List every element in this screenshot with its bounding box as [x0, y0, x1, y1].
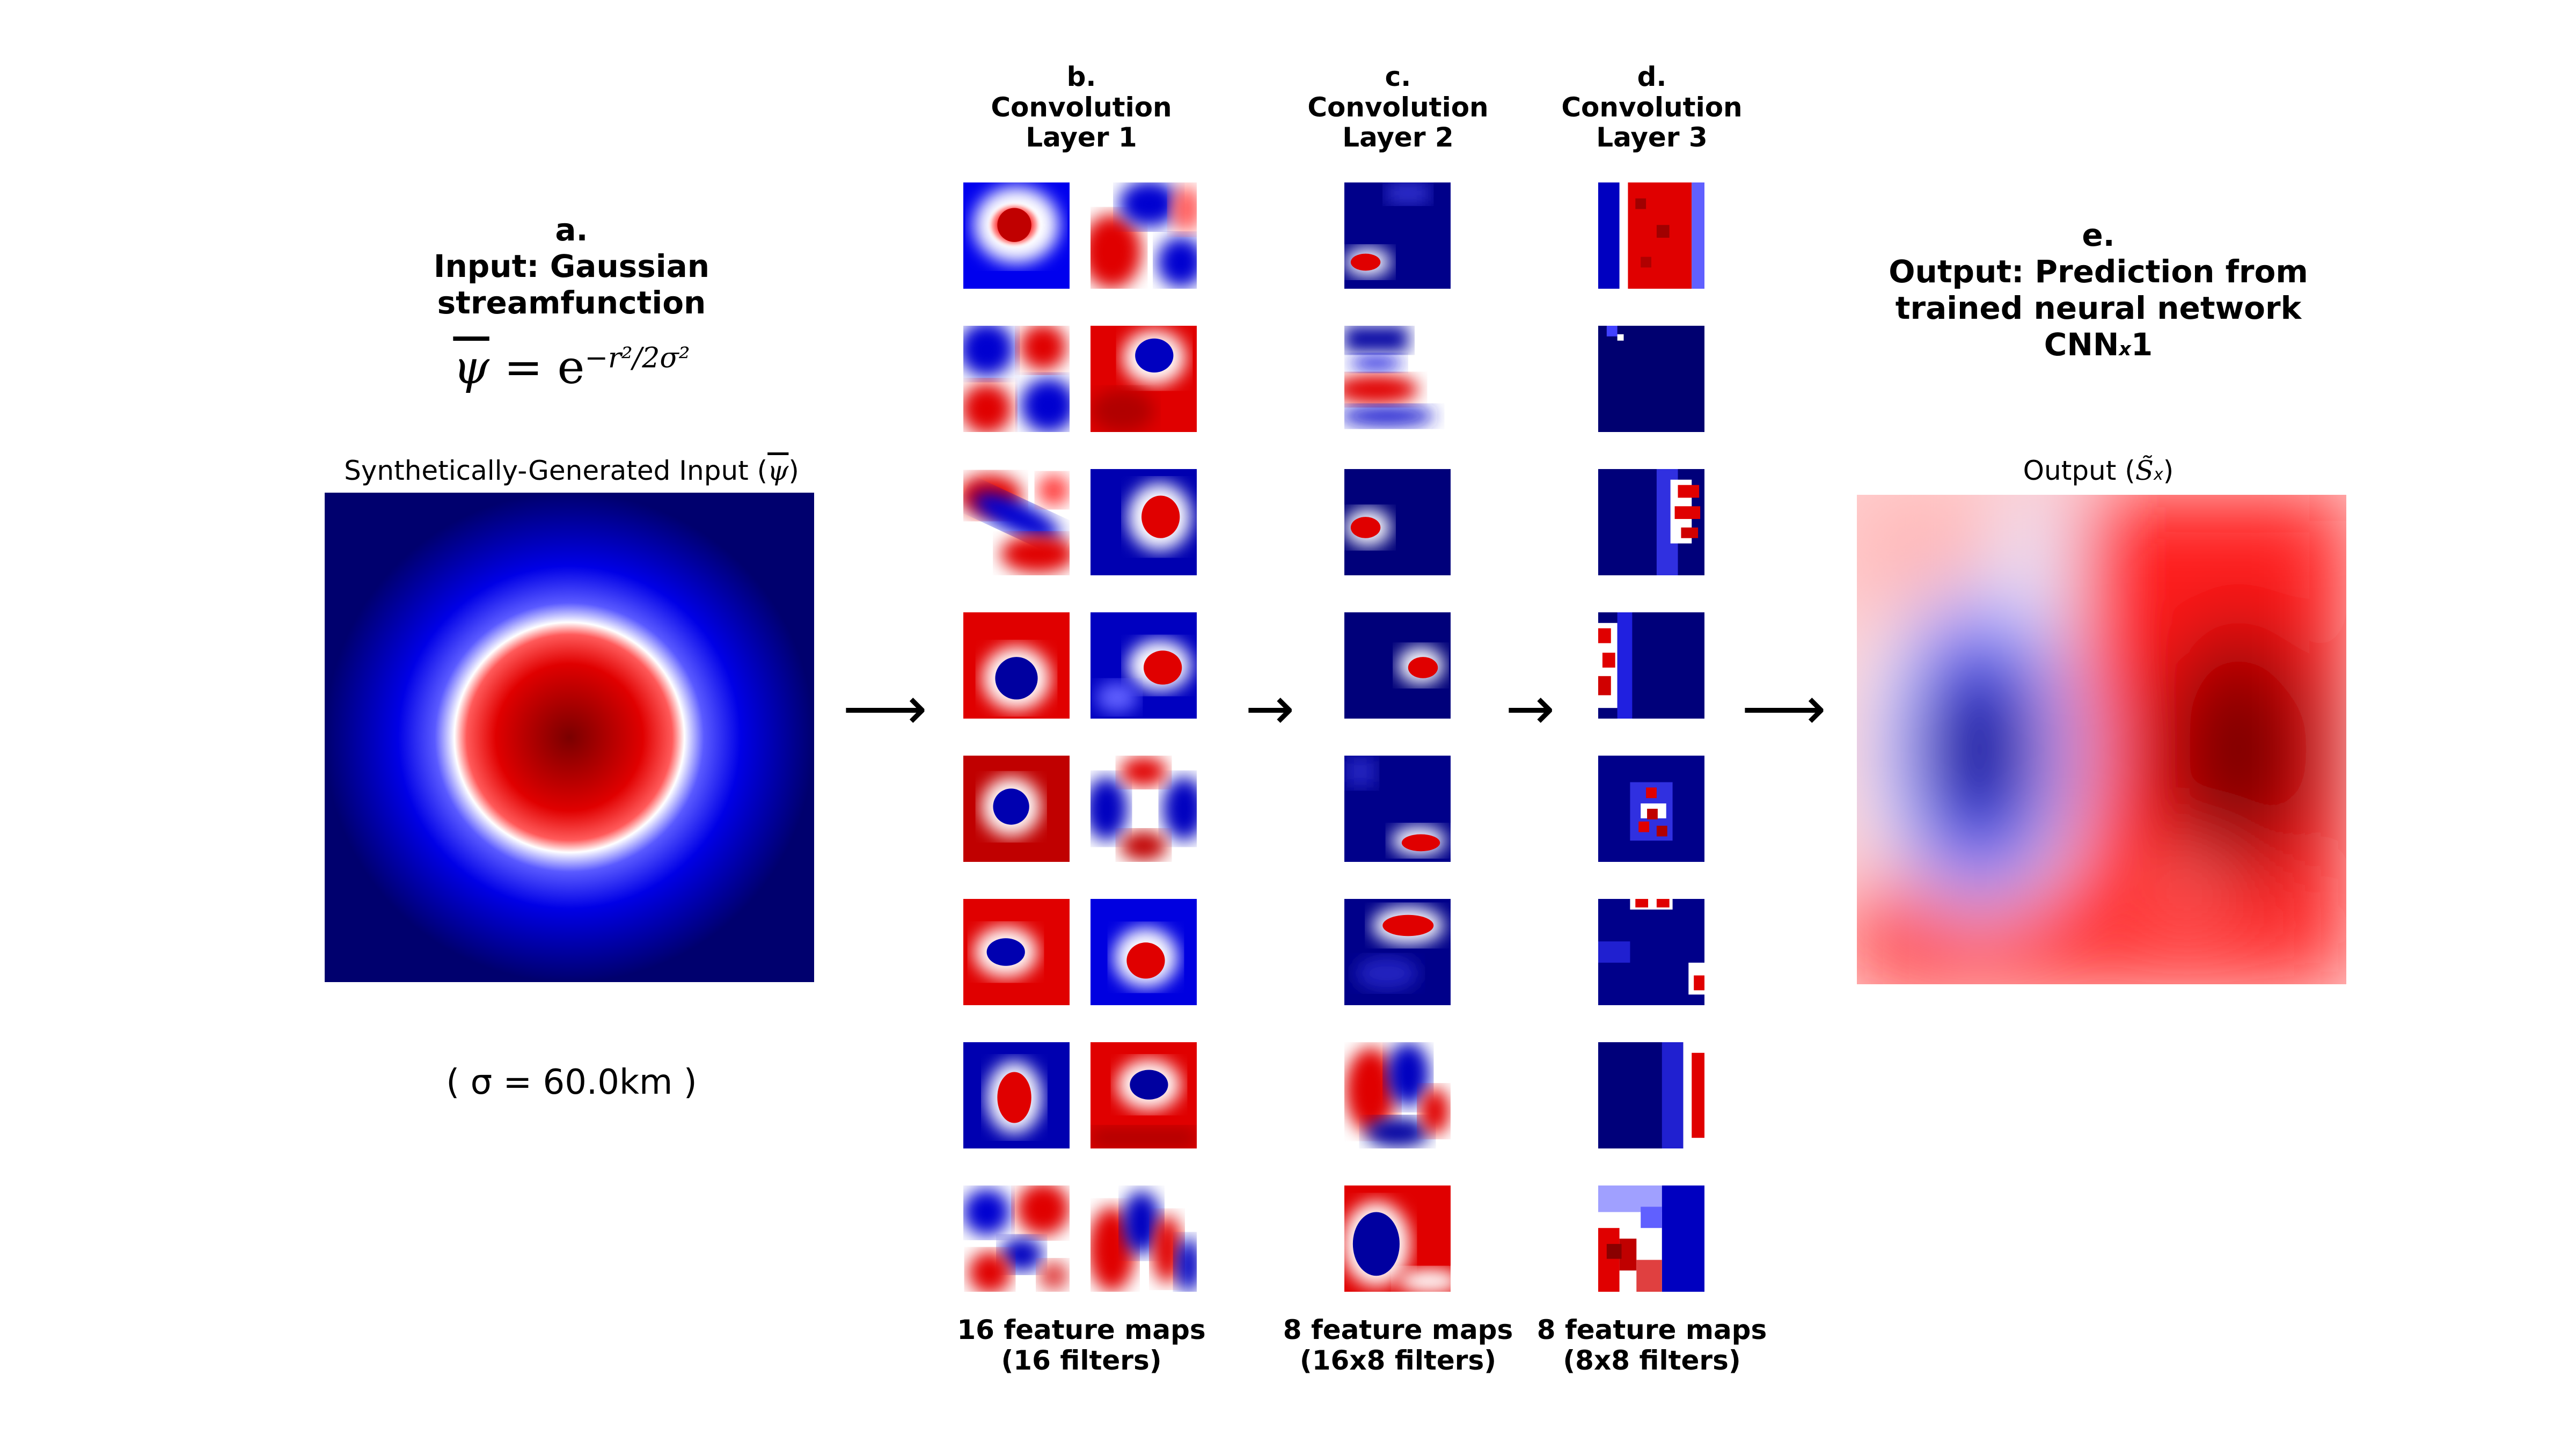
output-caption-symbol: S̃ [2135, 455, 2154, 486]
output-prediction-image [1857, 495, 2346, 984]
input-caption-suffix: ) [788, 455, 799, 486]
layer1-feature-map [1091, 326, 1197, 432]
layer3-feature-map [1598, 1042, 1704, 1148]
panel-a-letter: a. [555, 211, 588, 248]
layer1-feature-map [1091, 469, 1197, 575]
panel-d-title-line2: Layer 3 [1596, 122, 1708, 153]
layer2-feature-map [1344, 899, 1451, 1005]
layer2-feature-map [1344, 1185, 1451, 1292]
layer2-feature-map [1344, 182, 1451, 289]
layer1-feature-map [1091, 899, 1197, 1005]
input-streamfunction-image [325, 493, 814, 982]
panel-b-footer: 16 feature maps (16 filters) [947, 1315, 1216, 1376]
cnn-subscript: x [2119, 338, 2131, 360]
panel-c-footer-line2: (16x8 filters) [1299, 1345, 1497, 1376]
panel-b-footer-line2: (16 filters) [1001, 1345, 1162, 1376]
panel-a-title-line2: streamfunction [437, 284, 706, 321]
arrow-layer2-to-layer3: → [1505, 674, 1555, 743]
panel-b-title-line1: Convolution [991, 91, 1172, 123]
layer1-feature-map [963, 612, 1070, 719]
panel-c-footer: 8 feature maps (16x8 filters) [1264, 1315, 1532, 1376]
cnn-label: CNN [2044, 326, 2119, 363]
arrow-layer1-to-layer2: → [1245, 674, 1295, 743]
layer2-feature-map [1344, 1042, 1451, 1148]
output-caption-prefix: Output ( [2023, 455, 2135, 486]
panel-b-footer-line1: 16 feature maps [957, 1314, 1206, 1345]
output-caption-suffix: ) [2163, 455, 2174, 486]
gaussian-formula: ψ = e−r²/2σ² [322, 341, 821, 394]
layer3-feature-map [1598, 326, 1704, 432]
panel-e-letter: e. [2082, 217, 2115, 253]
formula-eq: = e [489, 341, 585, 394]
layer3-feature-map [1598, 899, 1704, 1005]
layer3-feature-map [1598, 1185, 1704, 1292]
panel-d-footer-line1: 8 feature maps [1536, 1314, 1767, 1345]
layer1-feature-map [963, 182, 1070, 289]
panel-d-footer: 8 feature maps (8x8 filters) [1518, 1315, 1786, 1376]
layer2-feature-map [1344, 612, 1451, 719]
arrow-layer3-to-output: ⟶ [1741, 674, 1826, 743]
layer1-feature-map [963, 899, 1070, 1005]
panel-c-title: c. Convolution Layer 2 [1264, 62, 1532, 153]
panel-e-title-line2: trained neural network [1895, 289, 2302, 326]
cnn-suffix: 1 [2131, 326, 2153, 363]
sigma-label: ( σ = 60.0km ) [446, 1063, 697, 1102]
panel-e-title: e. Output: Prediction from trained neura… [1798, 217, 2399, 363]
panel-d-title: d. Convolution Layer 3 [1518, 62, 1786, 153]
arrow-input-to-layer1: ⟶ [843, 674, 927, 743]
input-image-caption: Synthetically-Generated Input (ψ) [311, 455, 832, 486]
panel-b-title-line2: Layer 1 [1026, 122, 1137, 153]
formula-exponent: −r²/2σ² [584, 342, 690, 375]
layer1-feature-map [1091, 1042, 1197, 1148]
panel-c-title-line1: Convolution [1307, 91, 1489, 123]
layer1-feature-map [1091, 182, 1197, 289]
panel-b-title: b. Convolution Layer 1 [947, 62, 1216, 153]
layer1-feature-map [963, 469, 1070, 575]
layer1-feature-map [1091, 756, 1197, 862]
input-caption-symbol: ψ [767, 455, 789, 486]
panel-c-title-line2: Layer 2 [1342, 122, 1454, 153]
panel-d-letter: d. [1637, 61, 1667, 92]
layer3-feature-map [1598, 612, 1704, 719]
layer1-feature-map [963, 1185, 1070, 1292]
panel-e-title-line1: Output: Prediction from [1889, 253, 2308, 290]
panel-e-title-line3: CNNx1 [1798, 326, 2399, 363]
panel-b-letter: b. [1066, 61, 1096, 92]
layer2-feature-map [1344, 756, 1451, 862]
layer1-feature-map [1091, 612, 1197, 719]
panel-a-title: a. Input: Gaussian streamfunction [322, 211, 821, 321]
input-caption-prefix: Synthetically-Generated Input ( [344, 455, 768, 486]
layer1-feature-map [963, 756, 1070, 862]
panel-a-title-line1: Input: Gaussian [433, 247, 710, 284]
layer1-feature-map [1091, 1185, 1197, 1292]
layer2-feature-map [1344, 326, 1451, 432]
layer1-feature-map [963, 326, 1070, 432]
output-caption-subscript: x [2154, 465, 2163, 484]
panel-c-footer-line1: 8 feature maps [1283, 1314, 1513, 1345]
panel-c-letter: c. [1385, 61, 1411, 92]
output-image-caption: Output (S̃x) [1825, 455, 2372, 486]
panel-d-footer-line2: (8x8 filters) [1563, 1345, 1741, 1376]
formula-psi: ψ [453, 341, 489, 394]
layer3-feature-map [1598, 182, 1704, 289]
panel-d-title-line1: Convolution [1561, 91, 1743, 123]
layer3-feature-map [1598, 469, 1704, 575]
layer3-feature-map [1598, 756, 1704, 862]
layer2-feature-map [1344, 469, 1451, 575]
layer1-feature-map [963, 1042, 1070, 1148]
